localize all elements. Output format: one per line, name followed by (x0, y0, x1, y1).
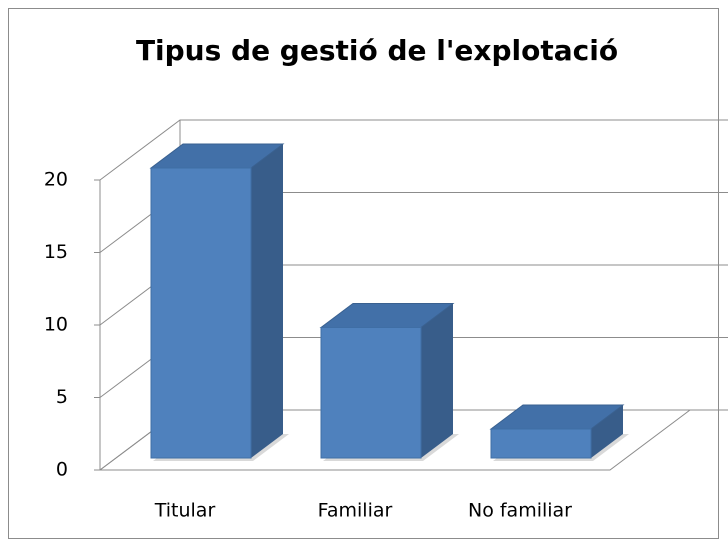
bar-side (421, 303, 453, 458)
chart-title: Tipus de gestió de l'explotació (136, 34, 618, 67)
y-tick-label: 15 (44, 241, 68, 263)
x-tick-label: Familiar (318, 500, 393, 522)
bar (150, 167, 252, 459)
y-tick-label: 10 (44, 314, 68, 336)
bar (490, 428, 592, 459)
y-tick-label: 20 (44, 169, 68, 191)
bar-side (591, 405, 623, 458)
bar-side (251, 144, 283, 458)
bar (320, 327, 422, 459)
y-tick-label: 5 (56, 386, 68, 408)
x-tick-label: Titular (154, 500, 216, 522)
x-tick-label: No familiar (468, 500, 572, 522)
y-tick-label: 0 (56, 459, 68, 481)
